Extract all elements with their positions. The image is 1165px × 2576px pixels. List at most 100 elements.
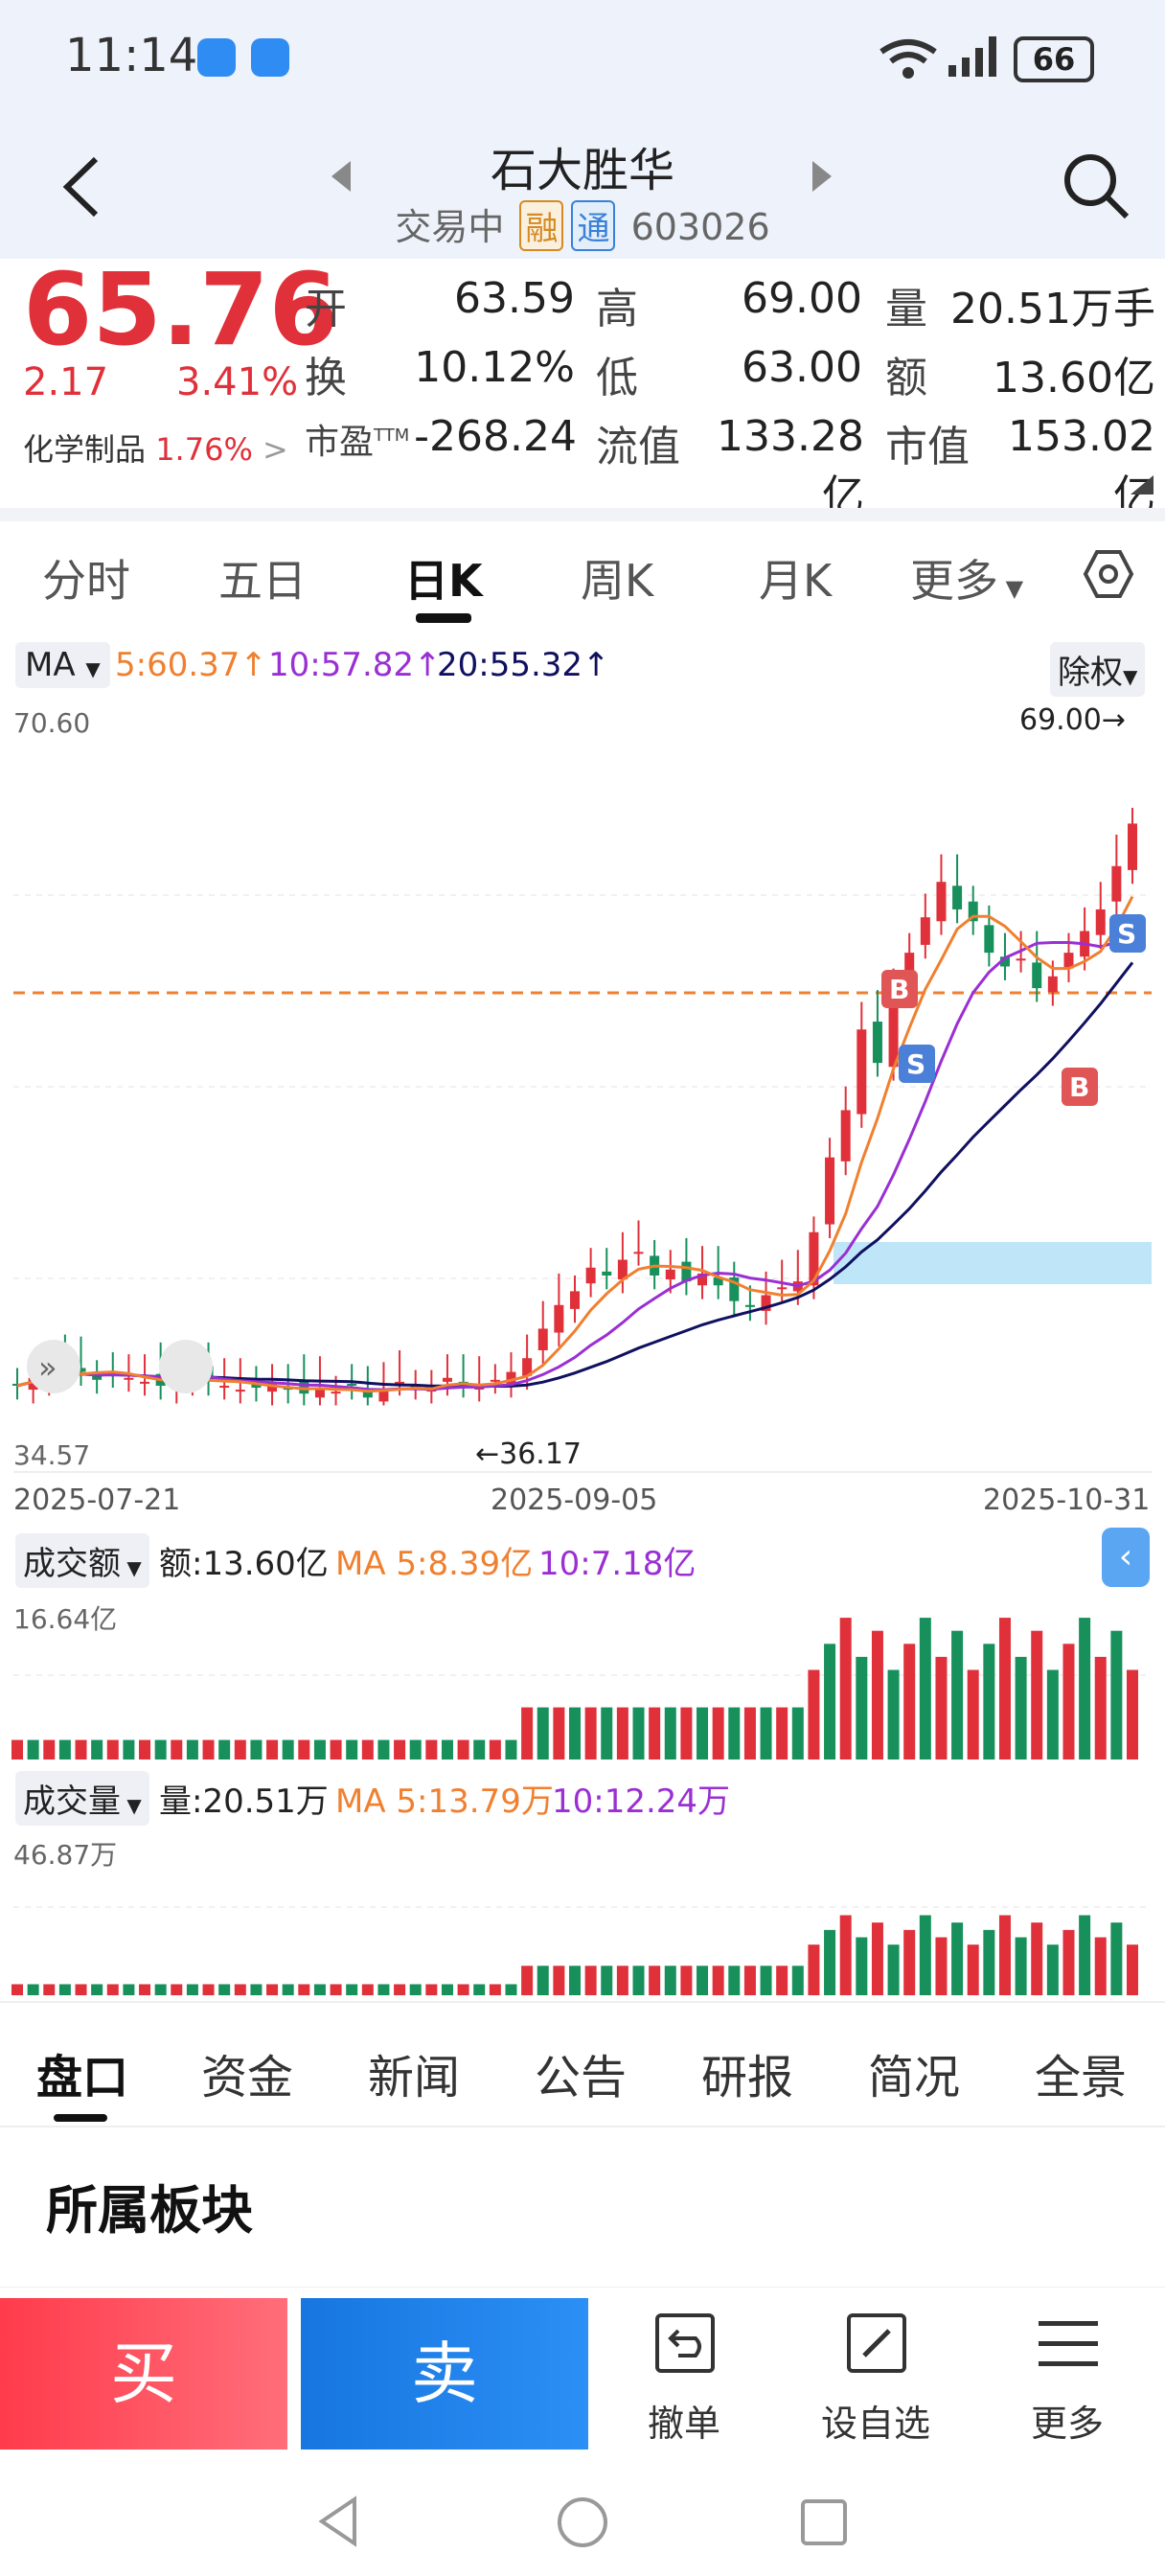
bar [11,1984,23,1995]
sector-link[interactable]: 化学制品 1.76% > [23,426,288,470]
bar [584,1966,597,1995]
bar [457,1739,469,1760]
more-button[interactable]: 更多 [971,2308,1163,2451]
high-marker: 69.00→ [1019,703,1127,737]
nav-recent-icon[interactable] [799,2497,849,2547]
candle-body [665,1269,675,1280]
bar [808,1944,820,1995]
bar [75,1984,87,1995]
bar [91,1739,103,1760]
bar [601,1966,613,1995]
bar [361,1739,374,1760]
bar [521,1966,534,1995]
bar [521,1707,534,1760]
candle-body [1063,953,1074,969]
bar [171,1739,183,1760]
candle-body [76,1368,86,1372]
volume-select[interactable]: 成交量 ▼ [15,1771,149,1826]
ma10-legend: 10:57.82↑ [268,646,442,684]
low-marker: ←36.17 [475,1438,582,1471]
price-max-label: 70.60 [13,707,91,739]
bar [824,1929,836,1995]
open-label: 开 [305,285,347,334]
candle-body [331,1392,341,1394]
dropdown-icon: ▼ [998,575,1024,602]
bar [377,1984,390,1995]
tab-announcements[interactable]: 公告 [535,2051,628,2104]
tab-research[interactable]: 研报 [701,2051,794,2104]
bar [537,1966,549,1995]
edit-icon [847,2313,906,2373]
bar [712,1966,724,1995]
corner-expand-icon[interactable] [1131,475,1154,494]
bar [266,1739,279,1760]
bar [839,1915,852,1995]
candle-body [537,1328,548,1351]
tab-five-day[interactable]: 五日 [218,555,307,607]
next-stock-icon[interactable] [811,159,834,194]
candle-body [952,886,963,909]
fullscreen-icon [159,1340,213,1393]
tab-weekly-k[interactable]: 周K [581,555,654,607]
tab-news[interactable]: 新闻 [368,2051,461,2104]
bar [123,1739,135,1760]
nav-back-icon[interactable] [316,2496,360,2547]
svg-text:B: B [889,974,909,1005]
bar [998,1915,1011,1995]
bar [760,1707,772,1760]
bar [856,1937,868,1995]
wifi-icon [879,39,937,79]
tab-overview[interactable]: 全景 [1035,2051,1128,2104]
ma-select[interactable]: MA ▼ [15,642,110,688]
candle-body [378,1390,389,1402]
bar [377,1739,390,1760]
tab-intraday[interactable]: 分时 [42,555,130,607]
buy-button[interactable]: 买 [0,2298,287,2450]
tab-profile[interactable]: 简况 [868,2051,961,2104]
volume-value-legend: 量:20.51万 [159,1782,329,1821]
bar [680,1707,693,1760]
trade-markers: B S B S [881,914,1146,1106]
candle-body [936,882,947,922]
bar [139,1984,151,1995]
kline-chart[interactable]: B S B S » [0,623,1165,2003]
sell-button[interactable]: 卖 [301,2298,588,2450]
bar [11,1739,23,1760]
candle-body [681,1261,692,1282]
candles [12,807,1137,1406]
collapse-panel-button[interactable]: ‹ [1102,1528,1150,1587]
candle-body [1095,908,1106,935]
bar [139,1739,151,1760]
bar [409,1739,422,1760]
bar [1046,1944,1059,1995]
tab-more[interactable]: 更多 ▼ [910,555,1024,607]
bar [473,1739,486,1760]
bar [441,1984,453,1995]
amount-select[interactable]: 成交额 ▼ [15,1533,149,1588]
bar [441,1739,453,1760]
tab-order-book[interactable]: 盘口 [36,2051,129,2104]
tab-daily-k[interactable]: 日K [404,555,483,607]
nav-home-icon[interactable] [556,2496,609,2549]
prev-stock-icon[interactable] [330,159,353,194]
adjust-select[interactable]: 除权▼ [1050,642,1146,697]
candle-body [777,1287,788,1290]
bar [489,1984,501,1995]
bar [218,1984,231,1995]
tab-monthly-k[interactable]: 月K [759,555,833,607]
price-min-label: 34.57 [13,1439,91,1471]
search-app-icon [251,38,289,77]
tab-funds[interactable]: 资金 [201,2051,294,2104]
search-icon[interactable] [1060,150,1132,222]
date-start: 2025-07-21 [13,1484,181,1517]
cancel-order-button[interactable]: 撤单 [588,2308,780,2451]
back-icon[interactable] [57,153,105,220]
add-watchlist-button[interactable]: 设自选 [780,2308,971,2451]
bar [361,1984,374,1995]
settings-hex-icon[interactable] [1083,548,1134,600]
bar [250,1984,263,1995]
bar [839,1618,852,1760]
zone-highlight [834,1242,1152,1284]
candle-body [888,983,899,1068]
volume-ma10: 10:12.24万 [552,1782,731,1821]
